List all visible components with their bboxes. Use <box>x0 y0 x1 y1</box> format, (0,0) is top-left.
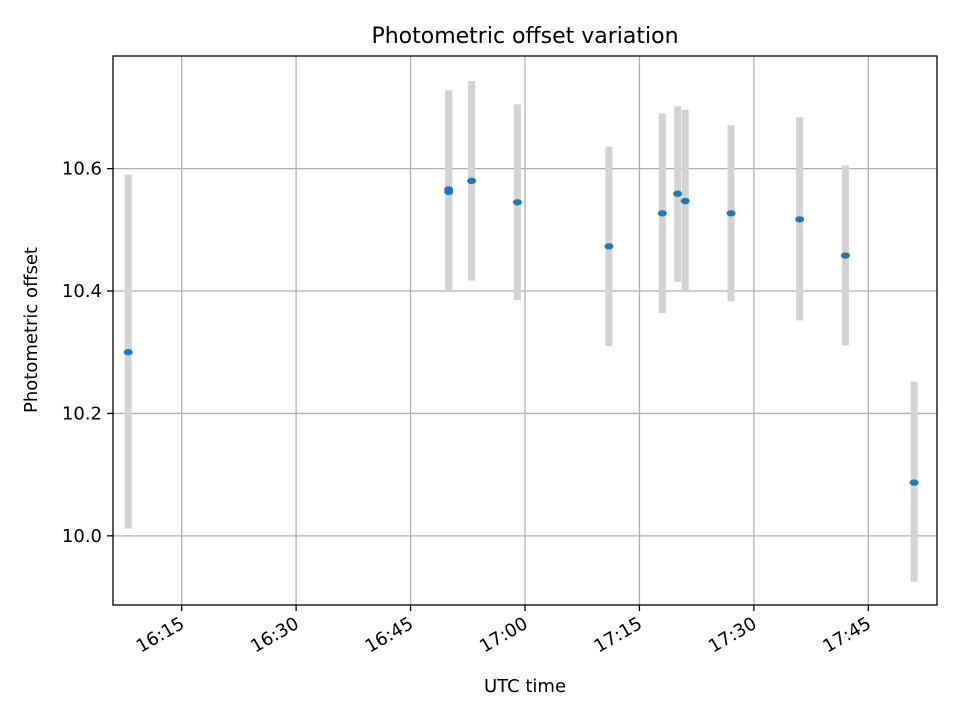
data-point <box>840 252 850 259</box>
x-axis-label: UTC time <box>484 676 566 697</box>
data-point <box>726 210 736 217</box>
y-tick-label: 10.4 <box>62 281 102 302</box>
data-point <box>909 479 919 486</box>
data-point <box>673 190 683 197</box>
chart-title: Photometric offset variation <box>371 24 678 49</box>
y-tick-label: 10.6 <box>62 159 102 180</box>
data-point <box>512 199 522 206</box>
data-point <box>444 188 454 196</box>
y-tick-label: 10.2 <box>62 403 102 424</box>
data-point <box>604 243 614 250</box>
data-points <box>123 177 919 486</box>
data-point <box>795 216 805 223</box>
y-axis-ticks: 10.0 10.2 10.4 10.6 <box>62 159 113 547</box>
data-point <box>680 197 690 205</box>
data-point <box>467 177 477 185</box>
data-point <box>123 349 133 356</box>
data-point <box>657 210 667 217</box>
y-tick-label: 10.0 <box>62 526 102 547</box>
y-axis-label: Photometric offset <box>21 247 42 413</box>
